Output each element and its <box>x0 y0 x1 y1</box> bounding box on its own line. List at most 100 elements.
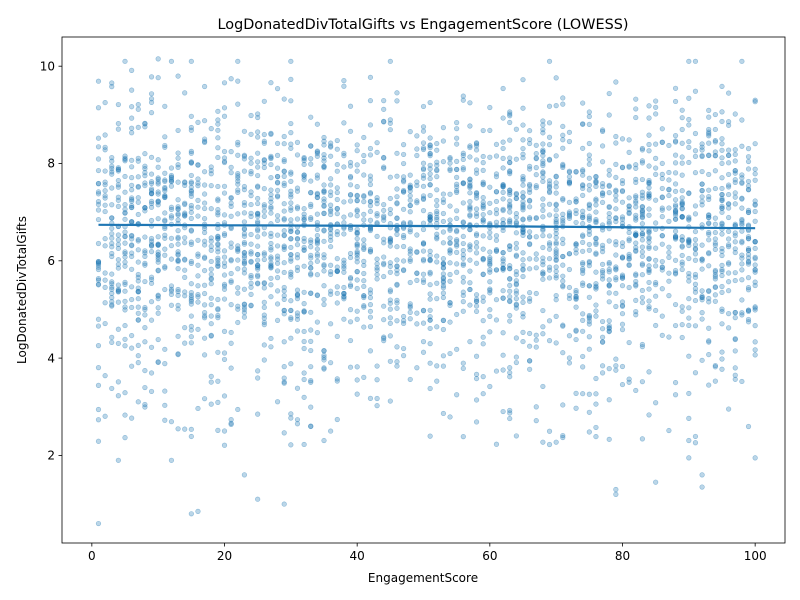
scatter-point <box>408 305 413 310</box>
scatter-point <box>720 161 725 166</box>
scatter-point <box>269 155 274 160</box>
scatter-point <box>580 122 585 127</box>
scatter-point <box>143 385 148 390</box>
scatter-point <box>156 190 161 195</box>
scatter-point <box>229 76 234 81</box>
scatter-point <box>302 215 307 220</box>
scatter-point <box>255 184 260 189</box>
scatter-point <box>163 361 168 366</box>
scatter-point <box>262 305 267 310</box>
scatter-point <box>454 188 459 193</box>
scatter-point <box>560 216 565 221</box>
scatter-point <box>547 241 552 246</box>
scatter-point <box>713 237 718 242</box>
scatter-point <box>401 321 406 326</box>
scatter-point <box>560 237 565 242</box>
scatter-point <box>408 377 413 382</box>
scatter-point <box>109 236 114 241</box>
scatter-point <box>587 248 592 253</box>
scatter-point <box>753 239 758 244</box>
scatter-point <box>136 175 141 180</box>
scatter-point <box>693 252 698 257</box>
scatter-point <box>534 252 539 257</box>
scatter-point <box>196 205 201 210</box>
scatter-point <box>129 68 134 73</box>
scatter-point <box>481 204 486 209</box>
scatter-point <box>176 180 181 185</box>
scatter-point <box>660 195 665 200</box>
scatter-point <box>156 360 161 365</box>
scatter-point <box>488 185 493 190</box>
scatter-point <box>415 199 420 204</box>
scatter-point <box>262 313 267 318</box>
scatter-point <box>136 343 141 348</box>
scatter-point <box>713 222 718 227</box>
scatter-point <box>176 242 181 247</box>
scatter-point <box>527 190 532 195</box>
scatter-point <box>275 153 280 158</box>
scatter-point <box>514 296 519 301</box>
scatter-point <box>235 102 240 107</box>
scatter-point <box>713 268 718 273</box>
y-tick-label: 4 <box>47 351 55 365</box>
scatter-point <box>614 188 619 193</box>
scatter-point <box>740 240 745 245</box>
scatter-point <box>415 147 420 152</box>
scatter-point <box>720 357 725 362</box>
scatter-point <box>282 244 287 249</box>
scatter-point <box>96 407 101 412</box>
scatter-point <box>441 364 446 369</box>
scatter-point <box>441 354 446 359</box>
scatter-point <box>488 230 493 235</box>
scatter-point <box>123 154 128 159</box>
scatter-point <box>753 178 758 183</box>
scatter-point <box>123 158 128 163</box>
scatter-point <box>647 207 652 212</box>
scatter-point <box>541 215 546 220</box>
scatter-point <box>633 97 638 102</box>
scatter-point <box>488 128 493 133</box>
scatter-point <box>720 156 725 161</box>
scatter-point <box>693 204 698 209</box>
scatter-point <box>521 207 526 212</box>
scatter-point <box>189 334 194 339</box>
scatter-point <box>375 377 380 382</box>
scatter-point <box>116 102 121 107</box>
scatter-point <box>441 211 446 216</box>
scatter-point <box>342 220 347 225</box>
scatter-point <box>322 355 327 360</box>
scatter-point <box>362 246 367 251</box>
scatter-point <box>163 253 168 258</box>
scatter-point <box>587 114 592 119</box>
y-tick-label: 2 <box>47 449 55 463</box>
scatter-point <box>169 205 174 210</box>
scatter-point <box>680 245 685 250</box>
scatter-point <box>428 341 433 346</box>
scatter-point <box>680 309 685 314</box>
scatter-point <box>222 261 227 266</box>
scatter-point <box>726 153 731 158</box>
scatter-point <box>673 189 678 194</box>
scatter-point <box>415 250 420 255</box>
scatter-point <box>415 311 420 316</box>
scatter-point <box>461 293 466 298</box>
scatter-point <box>96 417 101 422</box>
scatter-point <box>255 160 260 165</box>
scatter-point <box>434 325 439 330</box>
scatter-point <box>700 289 705 294</box>
scatter-point <box>375 262 380 267</box>
scatter-point <box>620 181 625 186</box>
scatter-point <box>421 173 426 178</box>
scatter-point <box>322 165 327 170</box>
scatter-point <box>143 325 148 330</box>
scatter-point <box>388 399 393 404</box>
scatter-point <box>103 271 108 276</box>
scatter-point <box>262 358 267 363</box>
scatter-point <box>534 151 539 156</box>
scatter-point <box>667 178 672 183</box>
scatter-point <box>521 263 526 268</box>
scatter-point <box>401 244 406 249</box>
scatter-point <box>176 303 181 308</box>
scatter-point <box>448 218 453 223</box>
scatter-point <box>428 361 433 366</box>
